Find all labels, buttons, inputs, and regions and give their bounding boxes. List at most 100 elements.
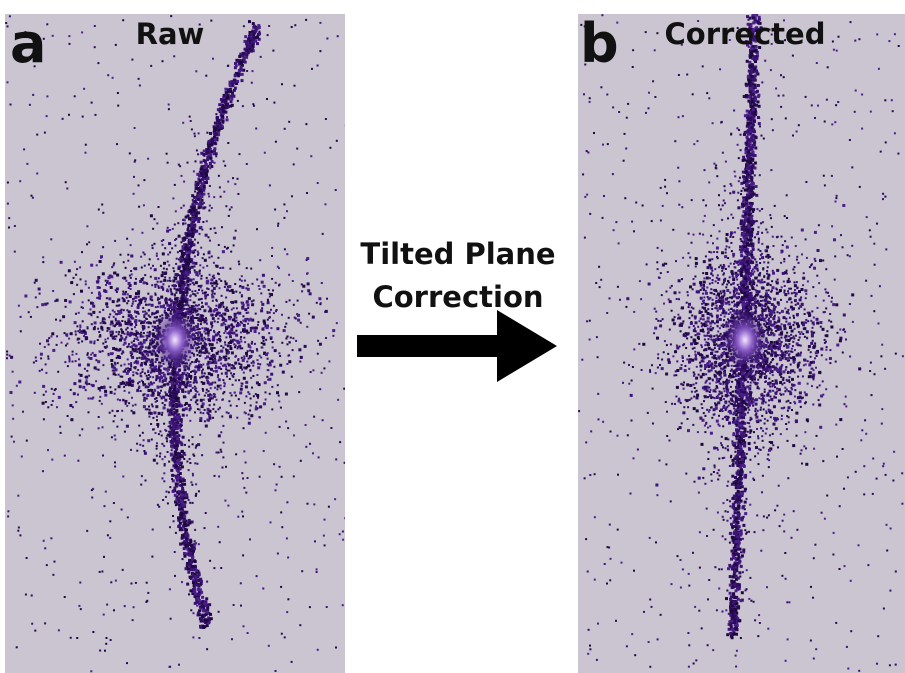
speckle: [247, 284, 249, 286]
speckle: [149, 345, 151, 347]
speckle: [87, 326, 89, 328]
speckle: [688, 666, 690, 668]
speckle: [201, 302, 203, 304]
speckle: [300, 356, 303, 359]
speckle: [255, 327, 258, 330]
speckle: [113, 420, 115, 422]
speckle: [221, 416, 223, 418]
speckle: [191, 484, 193, 486]
speckle: [687, 632, 689, 634]
speckle: [75, 313, 77, 315]
speckle: [201, 327, 203, 329]
speckle: [231, 309, 233, 311]
speckle: [202, 221, 204, 223]
speckle: [621, 562, 623, 564]
speckle: [124, 400, 127, 403]
speckle: [110, 286, 113, 289]
speckle: [186, 237, 188, 239]
speckle: [818, 224, 820, 226]
speckle: [309, 606, 311, 608]
speckle: [612, 173, 614, 175]
speckle: [68, 338, 70, 340]
speckle: [104, 390, 107, 393]
speckle: [173, 444, 176, 447]
speckle: [880, 151, 882, 153]
speckle: [134, 161, 136, 163]
speckle: [160, 369, 162, 371]
speckle: [283, 203, 285, 205]
speckle: [279, 364, 282, 367]
speckle: [115, 319, 117, 321]
speckle: [128, 383, 131, 386]
speckle: [631, 221, 633, 223]
speckle: [77, 330, 79, 332]
speckle: [197, 334, 199, 336]
speckle: [82, 301, 84, 303]
speckle: [173, 393, 175, 395]
speckle: [216, 388, 218, 390]
speckle: [286, 253, 288, 255]
speckle: [889, 590, 891, 592]
speckle: [75, 331, 77, 333]
speckle: [112, 77, 114, 79]
speckle: [222, 456, 224, 458]
speckle: [870, 362, 872, 364]
speckle: [257, 366, 260, 369]
speckle: [164, 307, 166, 309]
speckle: [182, 237, 184, 239]
speckle: [103, 386, 105, 388]
speckle: [147, 347, 149, 349]
speckle: [122, 297, 124, 299]
speckle: [166, 440, 168, 442]
speckle: [617, 529, 619, 531]
speckle: [754, 619, 756, 621]
speckle: [176, 438, 179, 441]
speckle: [55, 319, 57, 321]
speckle: [228, 412, 230, 414]
speckle: [594, 473, 596, 475]
speckle: [259, 288, 261, 290]
speckle: [236, 340, 239, 343]
speckle: [142, 346, 144, 348]
speckle: [253, 300, 255, 302]
speckle: [44, 547, 46, 549]
speckle: [105, 643, 107, 645]
speckle: [226, 332, 228, 334]
speckle: [221, 373, 223, 375]
speckle: [208, 618, 211, 621]
speckle: [81, 330, 83, 332]
speckle: [170, 299, 173, 302]
speckle: [780, 74, 782, 76]
speckle: [329, 147, 331, 149]
speckle: [185, 408, 187, 410]
speckle: [289, 299, 291, 301]
speckle: [217, 526, 219, 528]
speckle: [132, 381, 134, 383]
speckle: [864, 419, 866, 421]
speckle: [194, 135, 196, 137]
speckle: [313, 503, 315, 505]
speckle: [42, 261, 44, 263]
speckle: [660, 187, 662, 189]
speckle: [152, 228, 154, 230]
speckle: [785, 660, 787, 662]
speckle: [246, 163, 248, 165]
speckle: [107, 378, 109, 380]
speckle: [180, 419, 182, 421]
speckle: [109, 313, 111, 315]
speckle: [234, 183, 236, 185]
speckle: [214, 293, 216, 295]
speckle: [241, 73, 244, 76]
speckle: [35, 357, 37, 359]
speckle: [241, 347, 243, 349]
speckle: [215, 299, 217, 301]
speckle: [285, 393, 288, 396]
speckle: [220, 363, 222, 365]
speckle: [223, 442, 225, 444]
speckle: [135, 582, 137, 584]
speckle: [267, 358, 269, 360]
speckle: [248, 358, 250, 360]
speckle: [581, 359, 583, 361]
speckle: [321, 282, 323, 284]
speckle: [269, 312, 271, 314]
